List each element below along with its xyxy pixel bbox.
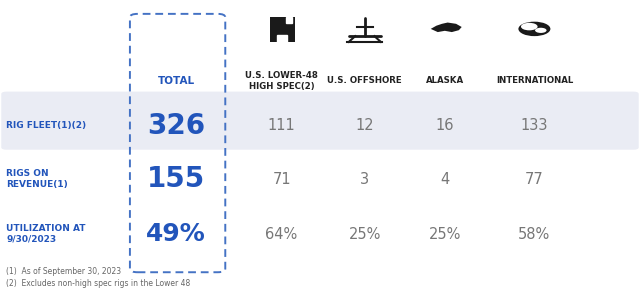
Text: UTILIZATION AT
9/30/2023: UTILIZATION AT 9/30/2023 xyxy=(6,224,86,244)
Text: 12: 12 xyxy=(355,118,374,133)
Text: 3: 3 xyxy=(360,172,369,187)
Text: 25%: 25% xyxy=(349,227,381,242)
Text: 16: 16 xyxy=(436,118,454,133)
Text: 155: 155 xyxy=(147,165,205,193)
Circle shape xyxy=(518,22,550,36)
Text: (2)  Excludes non-high spec rigs in the Lower 48: (2) Excludes non-high spec rigs in the L… xyxy=(6,279,191,288)
Text: 58%: 58% xyxy=(518,227,550,242)
Text: 64%: 64% xyxy=(266,227,298,242)
Text: RIG FLEET(1)(2): RIG FLEET(1)(2) xyxy=(6,121,86,130)
Text: 71: 71 xyxy=(272,172,291,187)
Text: 326: 326 xyxy=(147,112,205,140)
Circle shape xyxy=(521,23,538,30)
Text: (1)  As of September 30, 2023: (1) As of September 30, 2023 xyxy=(6,267,122,276)
Text: 49%: 49% xyxy=(146,222,206,246)
FancyBboxPatch shape xyxy=(1,92,639,150)
Polygon shape xyxy=(431,23,461,32)
Text: INTERNATIONAL: INTERNATIONAL xyxy=(496,76,573,86)
Circle shape xyxy=(535,28,547,33)
Text: TOTAL: TOTAL xyxy=(157,76,195,86)
Text: RIGS ON
REVENUE(1): RIGS ON REVENUE(1) xyxy=(6,169,68,189)
Text: 111: 111 xyxy=(268,118,296,133)
Text: 4: 4 xyxy=(440,172,449,187)
Text: U.S. LOWER-48
HIGH SPEC(2): U.S. LOWER-48 HIGH SPEC(2) xyxy=(245,71,318,91)
Text: 77: 77 xyxy=(525,172,544,187)
Text: ALASKA: ALASKA xyxy=(426,76,464,86)
Text: 25%: 25% xyxy=(429,227,461,242)
Text: U.S. OFFSHORE: U.S. OFFSHORE xyxy=(328,76,402,86)
Text: 133: 133 xyxy=(521,118,548,133)
